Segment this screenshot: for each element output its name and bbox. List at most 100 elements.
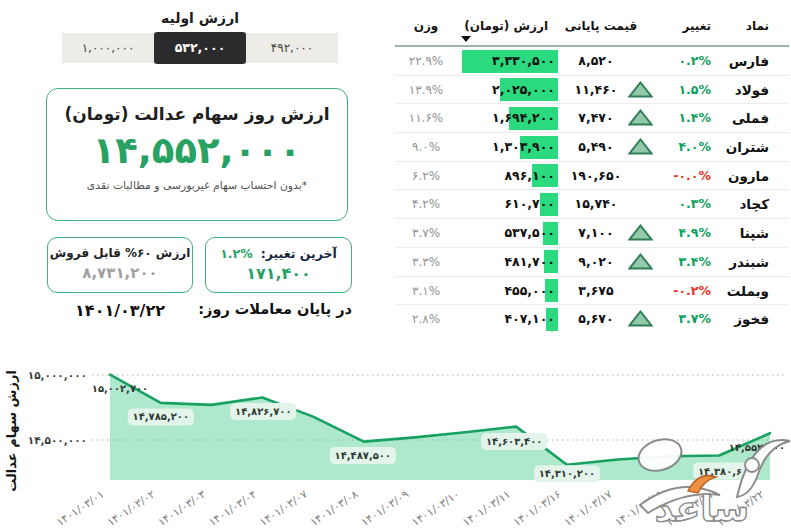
x-tick-label: ۱۴۰۱/۰۳/۰۸: [308, 488, 361, 528]
cell-value: ۳,۳۳۰,۵۰۰: [492, 47, 555, 75]
table-row[interactable]: ۳.۳%۴۸۱,۷۰۰۹,۰۲۰۳.۴%شبندر: [395, 248, 789, 277]
svg-text:۱۴۰۱/۰۳/۰۱: ۱۴۰۱/۰۳/۰۱: [54, 488, 107, 528]
cell-value: ۴۸۱,۷۰۰: [504, 248, 555, 276]
watermark: ساعد: [634, 434, 790, 528]
point-label: ۱۴,۳۱۰,۲۰۰: [539, 468, 595, 479]
table-row[interactable]: ۴.۲% ۶۱۰,۷۰۰۱۵,۷۴۰ ۰.۳% کچاد: [395, 190, 789, 219]
cell-value: ۶۱۰,۷۰۰: [504, 190, 555, 218]
initial-value-title: ارزش اولیه: [55, 10, 345, 26]
table-row[interactable]: ۱۱.۶%۱,۶۹۴,۲۰۰۷,۴۷۰۱.۴%فملی: [395, 104, 789, 133]
cell-weight: ۱۱.۶%: [396, 104, 456, 132]
cell-symbol: شتران: [726, 133, 769, 161]
last-change-percent: ۱.۲%: [220, 246, 253, 261]
cell-symbol: مارون: [728, 162, 769, 190]
cell-symbol: شبندر: [729, 248, 769, 276]
up-triangle-icon: [628, 81, 653, 98]
column-header-value[interactable]: ارزش (تومان): [464, 19, 548, 33]
cell-change: ۳.۴%: [678, 248, 711, 276]
svg-text:۱۴۰۱/۰۳/۰۴: ۱۴۰۱/۰۳/۰۴: [206, 488, 259, 528]
up-triangle-icon: [628, 253, 653, 270]
current-value-note: *بدون احتساب سهام غیربورسی و مطالبات نقد…: [47, 179, 347, 192]
cell-change: ۰.۳%: [678, 190, 711, 218]
cell-closing-price: ۵,۶۷۰: [561, 305, 631, 333]
svg-text:۱۴۰۱/۰۳/۰۷: ۱۴۰۱/۰۳/۰۷: [257, 488, 310, 528]
sellable-value-label: ارزش ۶۰% قابل فروش: [48, 246, 192, 260]
cell-weight: ۲۲.۹%: [396, 47, 456, 75]
column-header-weight[interactable]: وزن: [396, 19, 456, 33]
table-row[interactable]: ۶.۲%۸۹۶,۱۰۰۱۹۰,۶۵۰-۰.۰%مارون: [395, 162, 789, 191]
cell-value: ۴۰۷,۱۰۰: [504, 305, 555, 333]
column-header-closing-price[interactable]: قیمت پایانی: [561, 19, 641, 33]
initial-value-option[interactable]: ۴۹۲,۰۰۰: [246, 33, 338, 63]
point-label: ۱۴,۴۸۷,۵۰۰: [335, 450, 391, 461]
x-tick-label: ۱۴۰۱/۰۳/۱۶: [511, 488, 564, 528]
table-row[interactable]: ۹.۰%۱,۳۰۳,۹۰۰۵,۴۹۰۴.۰%شتران: [395, 133, 789, 162]
cell-weight: ۴.۲%: [396, 190, 456, 218]
last-change-amount: ۱۷۱,۴۰۰: [206, 264, 351, 283]
trading-date: ۱۴۰۱/۰۳/۲۲: [47, 301, 193, 320]
x-tick-label: ۱۴۰۱/۰۳/۱۷: [562, 488, 615, 528]
current-value-title: ارزش روز سهام عدالت (تومان): [47, 104, 347, 124]
cell-change: ۱.۵%: [678, 76, 711, 104]
cell-value: ۱,۶۹۴,۲۰۰: [492, 104, 555, 132]
y-tick-label: ۱۵,۰۰۰,۰۰۰: [28, 369, 87, 381]
up-triangle-icon: [628, 109, 653, 126]
cell-weight: ۳.۳%: [396, 248, 456, 276]
value-history-chart: ۱۵,۰۰۰,۰۰۰ ۱۴,۵۰۰,۰۰۰ ۱۴۰۱/۰۳/۰۱۱۴۰۱/۰۳/۰۲…: [0, 345, 791, 528]
x-tick-label: ۱۴۰۱/۰۳/۰۱: [54, 488, 107, 528]
cell-closing-price: ۷,۴۷۰: [561, 104, 631, 132]
last-change-label: آخرین تغییر:: [261, 246, 337, 261]
table-header: نماد تغییر قیمت پایانی ارزش (تومان) وزن: [395, 6, 789, 47]
x-tick-label: ۱۴۰۱/۰۳/۰۴: [206, 488, 259, 528]
holdings-table: نماد تغییر قیمت پایانی ارزش (تومان) وزن …: [395, 6, 789, 334]
up-triangle-icon: [628, 138, 653, 155]
cell-closing-price: ۱۵,۷۴۰: [561, 190, 631, 218]
cell-symbol: وبملت: [727, 277, 769, 305]
table-row[interactable]: ۲.۸%۴۰۷,۱۰۰۵,۶۷۰۳.۷%فخوز: [395, 305, 789, 334]
point-label: ۱۵,۰۰۲,۷۰۰: [92, 383, 148, 394]
column-header-change[interactable]: تغییر: [682, 19, 711, 33]
initial-value-segmented-control: ۴۹۲,۰۰۰۵۳۲,۰۰۰۱,۰۰۰,۰۰۰: [62, 33, 338, 63]
cell-symbol: فارس: [729, 47, 769, 75]
table-row[interactable]: ۱۳.۹%۲,۰۲۵,۰۰۰۱۱,۴۶۰۱.۵%فولاد: [395, 76, 789, 105]
current-value-card: ارزش روز سهام عدالت (تومان) ۱۴,۵۵۲,۰۰۰ *…: [46, 88, 348, 221]
cell-weight: ۱۳.۹%: [396, 76, 456, 104]
up-triangle-icon: [628, 224, 653, 241]
cell-weight: ۹.۰%: [396, 133, 456, 161]
cell-value: ۲,۰۲۵,۰۰۰: [492, 76, 555, 104]
cell-symbol: فملی: [732, 104, 769, 132]
point-label: ۱۴,۶۰۳,۴۰۰: [486, 436, 542, 447]
svg-text:۱۴۰۱/۰۳/۰۸: ۱۴۰۱/۰۳/۰۸: [308, 488, 361, 528]
cell-symbol: کچاد: [739, 190, 769, 218]
svg-text:۱۴۰۱/۰۳/۱۰: ۱۴۰۱/۰۳/۱۰: [409, 488, 462, 528]
initial-value-option[interactable]: ۱,۰۰۰,۰۰۰: [62, 33, 154, 63]
cell-closing-price: ۸,۵۲۰: [561, 47, 631, 75]
cell-change: -۰.۰%: [673, 162, 711, 190]
x-tick-label: ۱۴۰۱/۰۳/۱۱: [460, 488, 513, 528]
table-row[interactable]: ۳.۱%۴۵۵,۰۰۰۳,۶۷۵-۰.۲%وبملت: [395, 277, 789, 306]
cell-change: -۰.۲%: [673, 277, 711, 305]
end-of-trading-label: در پایان معاملات روز:: [205, 301, 352, 317]
initial-value-option[interactable]: ۵۳۲,۰۰۰: [154, 32, 246, 64]
cell-change: ۴.۹%: [678, 219, 711, 247]
cell-weight: ۶.۲%: [396, 162, 456, 190]
cell-weight: ۲.۸%: [396, 305, 456, 333]
svg-text:۱۴۰۱/۰۳/۱۷: ۱۴۰۱/۰۳/۱۷: [562, 488, 615, 528]
sort-descending-icon[interactable]: [461, 36, 471, 42]
cell-value: ۴۵۵,۰۰۰: [504, 277, 555, 305]
cell-closing-price: ۵,۴۹۰: [561, 133, 631, 161]
x-tick-label: ۱۴۰۱/۰۳/۰۹: [359, 488, 412, 528]
table-row[interactable]: ۳.۷%۵۳۷,۵۰۰۷,۱۰۰۴.۹%شپنا: [395, 219, 789, 248]
sellable-value-amount: ۸,۷۳۱,۲۰۰: [48, 264, 192, 282]
cell-value: ۸۹۶,۱۰۰: [504, 162, 555, 190]
y-tick-label: ۱۴,۵۰۰,۰۰۰: [28, 434, 87, 446]
point-label: ۱۴,۸۲۶,۷۰۰: [235, 406, 291, 417]
svg-text:ساعد: ساعد: [655, 488, 749, 528]
column-header-symbol[interactable]: نماد: [746, 19, 769, 33]
svg-text:۱۴۰۱/۰۳/۱۱: ۱۴۰۱/۰۳/۱۱: [460, 488, 513, 528]
cell-change: ۳.۷%: [678, 305, 711, 333]
table-row[interactable]: ۲۲.۹%۳,۳۳۰,۵۰۰۸,۵۲۰۰.۲%فارس: [395, 47, 789, 76]
cell-symbol: شپنا: [740, 219, 769, 247]
x-tick-label: ۱۴۰۱/۰۳/۰۲: [105, 488, 158, 528]
cell-closing-price: ۷,۱۰۰: [561, 219, 631, 247]
